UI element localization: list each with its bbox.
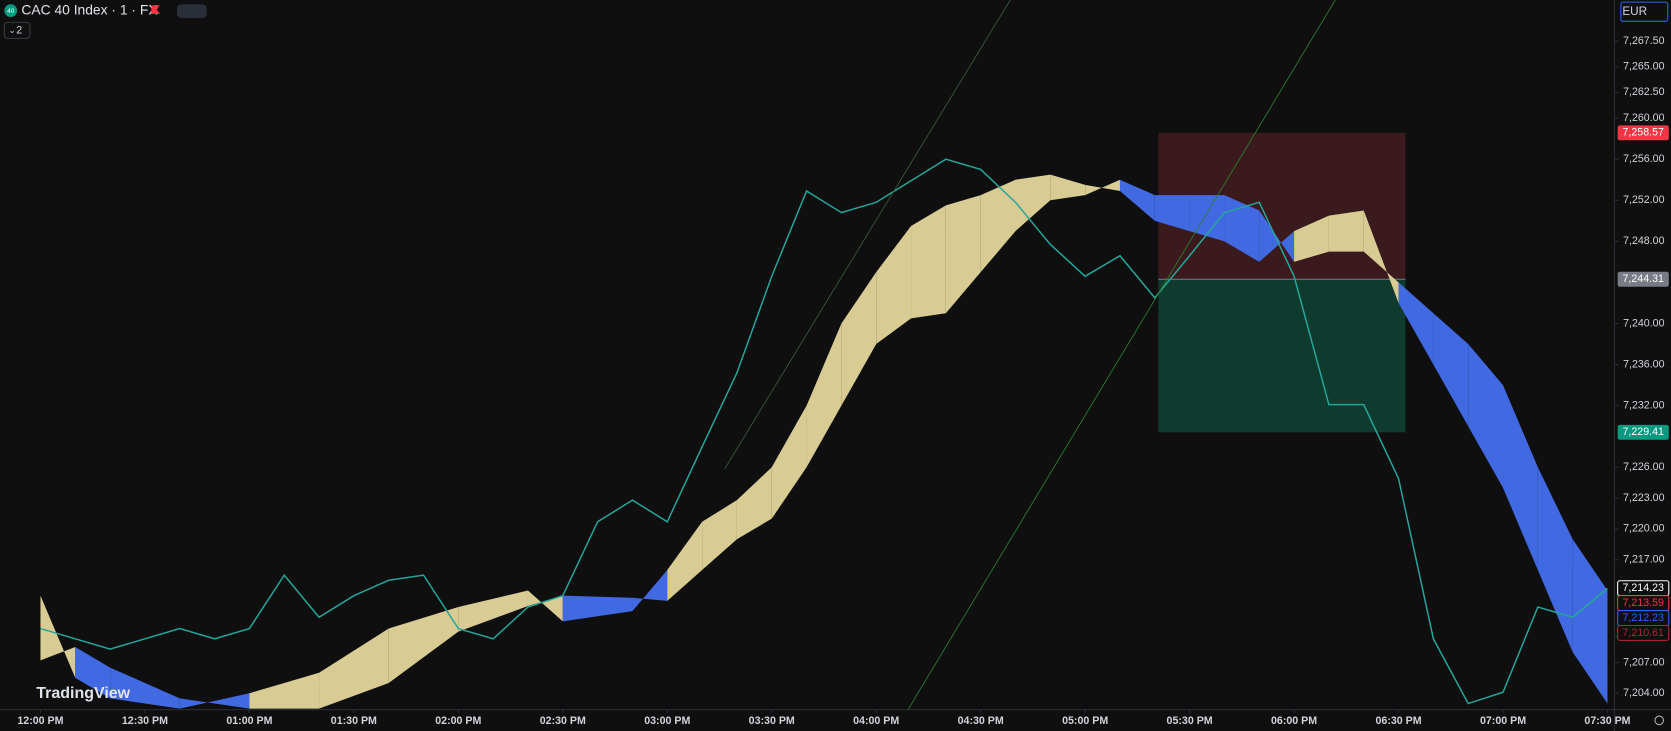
- x-tick-label: 07:30 PM: [1584, 715, 1630, 727]
- layers-count[interactable]: 2: [16, 25, 22, 37]
- cloud-segment: [1572, 539, 1608, 704]
- cloud-segment: [1224, 195, 1260, 262]
- x-tick-label: 12:30 PM: [122, 715, 168, 727]
- cloud-segment: [1085, 179, 1120, 196]
- y-tick-label: 7,256.00: [1623, 153, 1665, 165]
- y-tick-label: 7,240.00: [1623, 317, 1665, 329]
- x-tick-label: 07:00 PM: [1480, 715, 1526, 727]
- price-label: 7,212.23: [1623, 612, 1665, 624]
- x-tick-label: 05:30 PM: [1167, 715, 1213, 727]
- cloud-segment: [702, 500, 737, 571]
- price-label: 7,229.41: [1623, 426, 1665, 438]
- cloud-segment: [1050, 174, 1086, 201]
- cloud-segment: [1294, 215, 1329, 262]
- price-label: 7,244.31: [1623, 273, 1665, 285]
- x-tick-label: 06:00 PM: [1271, 715, 1317, 727]
- symbol-title[interactable]: CAC 40 Index · 1 · FX: [21, 1, 157, 17]
- cloud-segment: [980, 179, 1016, 273]
- layers-toggle[interactable]: [3, 21, 31, 39]
- y-tick-label: 7,236.00: [1623, 358, 1665, 370]
- cloud-segment: [1259, 210, 1295, 262]
- y-tick-label: 7,265.00: [1623, 61, 1665, 73]
- y-tick-label: 7,226.00: [1623, 461, 1665, 473]
- cloud-segment: [911, 205, 946, 319]
- cloud-segment: [75, 647, 111, 699]
- x-tick-label: 03:00 PM: [644, 715, 690, 727]
- status-badge[interactable]: [176, 4, 207, 19]
- trend-line: [907, 0, 1336, 710]
- y-tick-label: 7,260.00: [1623, 112, 1665, 124]
- y-tick-label: 7,267.50: [1623, 35, 1665, 47]
- cloud-segment: [945, 195, 981, 314]
- x-tick-label: 02:30 PM: [540, 715, 586, 727]
- cloud-segment: [736, 467, 772, 540]
- cloud-segment: [1503, 385, 1538, 571]
- symbol-icon: [4, 4, 18, 18]
- price-label: 7,258.57: [1623, 127, 1665, 139]
- x-tick-label: 03:30 PM: [749, 715, 795, 727]
- y-tick-label: 7,232.00: [1623, 399, 1665, 411]
- price-label: 7,213.59: [1623, 597, 1665, 609]
- price-label-box: [1617, 624, 1670, 641]
- cloud-segment: [319, 628, 389, 709]
- y-tick-label: 7,220.00: [1623, 523, 1665, 535]
- x-tick-label: 01:30 PM: [331, 715, 377, 727]
- price-line: [40, 158, 1608, 705]
- price-label: 7,210.61: [1623, 627, 1665, 639]
- x-tick-label: 04:30 PM: [958, 715, 1004, 727]
- x-tick-label: 06:30 PM: [1375, 715, 1421, 727]
- price-label-box: [1617, 125, 1669, 141]
- cloud-segment: [771, 405, 807, 519]
- y-tick-label: 7,252.00: [1623, 194, 1665, 206]
- cloud-segment: [806, 323, 842, 468]
- cloud-segment: [179, 693, 250, 709]
- x-tick-label: 01:00 PM: [226, 715, 272, 727]
- cloud-segment: [1119, 179, 1155, 221]
- currency-button[interactable]: [1620, 1, 1669, 22]
- y-tick-label: 7,204.00: [1623, 687, 1665, 699]
- x-tick-label: 04:00 PM: [853, 715, 899, 727]
- cloud-segment: [1398, 282, 1434, 365]
- settings-icon[interactable]: [1654, 715, 1665, 726]
- cloud-segment: [1433, 313, 1469, 427]
- y-tick-label: 7,207.00: [1623, 656, 1665, 668]
- flag-icon[interactable]: [151, 5, 160, 14]
- y-tick-label: 7,223.00: [1623, 492, 1665, 504]
- x-tick-label: 05:00 PM: [1062, 715, 1108, 727]
- cloud-segment: [632, 570, 668, 612]
- cloud-segment: [876, 225, 912, 345]
- cloud-segment: [249, 672, 320, 709]
- cloud-segment: [1154, 195, 1190, 232]
- x-tick-label: 12:00 PM: [17, 715, 63, 727]
- cloud-segment: [388, 606, 459, 683]
- chevron: ⌄: [9, 25, 16, 35]
- cloud-segment: [667, 521, 703, 601]
- brand-logo[interactable]: TradingView: [36, 685, 130, 702]
- trend-line: [724, 0, 1011, 470]
- y-tick-label: 7,262.50: [1623, 86, 1665, 98]
- symbol-icon-text: 40: [7, 8, 15, 15]
- cloud-segment: [1468, 344, 1504, 488]
- cloud-segment: [1189, 195, 1225, 242]
- cloud-segment: [1537, 467, 1573, 653]
- y-tick-label: 7,217.00: [1623, 554, 1665, 566]
- currency-label[interactable]: EUR: [1622, 5, 1647, 18]
- cloud-segment: [40, 595, 76, 678]
- cloud-segment: [1015, 174, 1051, 232]
- cloud-segment: [562, 595, 633, 622]
- price-label-box: [1617, 424, 1669, 440]
- cloud-segment: [458, 590, 528, 632]
- y-tick-label: 7,248.00: [1623, 235, 1665, 247]
- cloud-segment: [1328, 210, 1364, 252]
- cloud-segment: [1363, 210, 1399, 303]
- target-zone: [1158, 279, 1406, 433]
- plot-area: [40, 132, 1608, 709]
- price-label-box: [1617, 271, 1669, 287]
- cloud-segment: [841, 272, 877, 406]
- cloud-segment: [110, 667, 180, 709]
- price-label: 7,214.23: [1623, 582, 1665, 594]
- x-tick-label: 02:00 PM: [435, 715, 481, 727]
